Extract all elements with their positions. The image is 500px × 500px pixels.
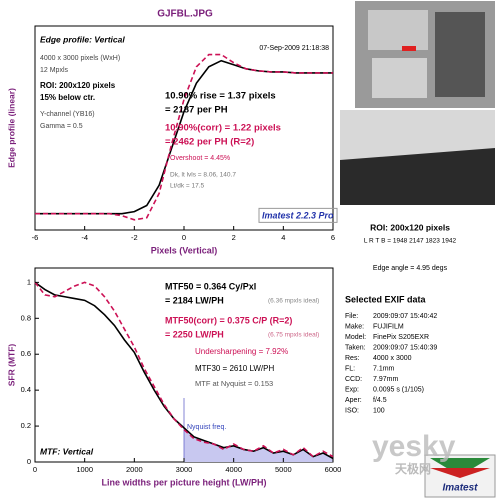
exif-key: Taken:: [345, 344, 366, 351]
series-line: [34, 281, 334, 458]
x-tick-label: -6: [32, 233, 39, 242]
x-tick-label: 4: [281, 233, 285, 242]
annotation: = 2250 LW/PH: [165, 329, 224, 339]
annotation: Y-channel (YB16): [40, 111, 95, 118]
annotation: Imatest 2.2.3 Pro: [262, 210, 334, 220]
exif-key: ISO:: [345, 407, 359, 414]
exif-value: FinePix S205EXR: [373, 334, 429, 341]
watermark: yesky: [372, 430, 456, 463]
y-tick-label: 0.2: [21, 421, 31, 430]
x-tick-label: 4000: [225, 465, 242, 474]
series-line: [34, 281, 334, 460]
nyquist-shading: [184, 427, 333, 462]
y-tick-label: 1: [27, 277, 31, 286]
logo-flag: [430, 468, 490, 478]
annotation: 10.90%(corr) = 1.22 pixels: [165, 123, 281, 134]
series-line: [35, 53, 333, 221]
y-tick-label: 0.8: [21, 313, 31, 322]
exif-title: Selected EXIF data: [345, 294, 427, 304]
exif-key: Aper:: [345, 397, 362, 404]
exif-value: FUJIFILM: [373, 323, 404, 330]
x-tick-label: 6000: [325, 465, 342, 474]
y-tick-label: 0.4: [21, 385, 31, 394]
exif-value: 100: [373, 407, 385, 414]
roi-edge: [340, 148, 495, 205]
x-tick-label: 5000: [275, 465, 292, 474]
exif-key: File:: [345, 313, 358, 320]
plot-area: [34, 25, 334, 231]
roi-marker: [402, 46, 416, 51]
annotation: Gamma = 0.5: [40, 123, 83, 130]
exif-key: CCD:: [345, 376, 362, 383]
logo-flag: [430, 458, 490, 476]
annotation: 15% below ctr.: [40, 93, 95, 102]
exif-value: 2009:09:07 15:40:39: [373, 344, 437, 351]
annotation: (6.36 mpxls ideal): [268, 298, 319, 305]
edge-angle: Edge angle = 4.95 degs: [373, 265, 448, 272]
x-tick-label: 2000: [126, 465, 143, 474]
nyquist-label: Nyquist freq.: [187, 424, 226, 431]
thumbnail-detail: [435, 12, 485, 97]
annotation: = 2187 per PH: [165, 105, 228, 116]
exif-key: Model:: [345, 334, 366, 341]
annotation: Lt/dk = 17.5: [170, 183, 205, 190]
x-tick-label: -4: [81, 233, 88, 242]
exif-value: 0.0095 s (1/105): [373, 386, 424, 393]
exif-key: Make:: [345, 323, 364, 330]
exif-key: FL:: [345, 365, 355, 372]
thumbnail-detail: [372, 58, 427, 98]
x-tick-label: -2: [131, 233, 138, 242]
x-tick-label: 0: [33, 465, 37, 474]
x-tick-label: 2: [232, 233, 236, 242]
y-axis-label: Edge profile (linear): [6, 88, 16, 168]
annotation: Undersharpening = 7.92%: [195, 347, 288, 356]
exif-key: Res:: [345, 355, 359, 362]
x-axis-label: Line widths per picture height (LW/PH): [101, 477, 266, 487]
exif-value: 7.97mm: [373, 376, 398, 383]
exif-value: 7.1mm: [373, 365, 395, 372]
chart-date: 07-Sep-2009 21:18:38: [259, 45, 329, 52]
annotation: MTF30 = 2610 LW/PH: [195, 364, 274, 373]
annotation: 12 Mpxls: [40, 67, 69, 74]
exif-key: Exp:: [345, 386, 359, 393]
annotation: (6.75 mpxls ideal): [268, 332, 319, 339]
x-axis-label: Pixels (Vertical): [151, 245, 218, 255]
annotation: Dk, lt lvls = 8.06, 140.7: [170, 172, 236, 179]
y-tick-label: 0: [27, 457, 31, 466]
roi-coords: L R T B = 1948 2147 1823 1942: [364, 238, 457, 245]
annotation: = 2184 LW/PH: [165, 295, 224, 305]
y-axis-label: SFR (MTF): [6, 344, 16, 387]
annotation: ROI: 200x120 pixels: [40, 81, 116, 90]
x-tick-label: 1000: [76, 465, 93, 474]
x-tick-label: 3000: [176, 465, 193, 474]
exif-value: 4000 x 3000: [373, 355, 412, 362]
chart-title: MTF: Vertical: [40, 446, 94, 456]
chart-title: Edge profile: Vertical: [40, 34, 125, 44]
window-title: GJFBL.JPG: [157, 9, 213, 20]
thumbnail-detail: [368, 10, 428, 50]
logo: Imatest: [442, 483, 478, 494]
annotation: Overshoot = 4.45%: [170, 155, 230, 162]
exif-value: f/4.5: [373, 397, 387, 404]
annotation: 10.90% rise = 1.37 pixels: [165, 91, 276, 102]
version-box: [258, 207, 338, 223]
x-tick-label: 6: [331, 233, 335, 242]
annotation: 4000 x 3000 pixels (WxH): [40, 55, 120, 62]
x-tick-label: 0: [182, 233, 186, 242]
annotation: MTF50(corr) = 0.375 C/P (R=2): [165, 315, 292, 325]
watermark-sub: 天极网: [395, 461, 431, 476]
annotation: MTF at Nyquist = 0.153: [195, 379, 273, 388]
annotation: MTF50 = 0.364 Cy/Pxl: [165, 281, 256, 291]
exif-value: 2009:09:07 15:40:42: [373, 313, 437, 320]
annotation: = 2462 per PH (R=2): [165, 137, 254, 148]
roi-label: ROI: 200x120 pixels: [370, 222, 450, 232]
y-tick-label: 0.6: [21, 349, 31, 358]
